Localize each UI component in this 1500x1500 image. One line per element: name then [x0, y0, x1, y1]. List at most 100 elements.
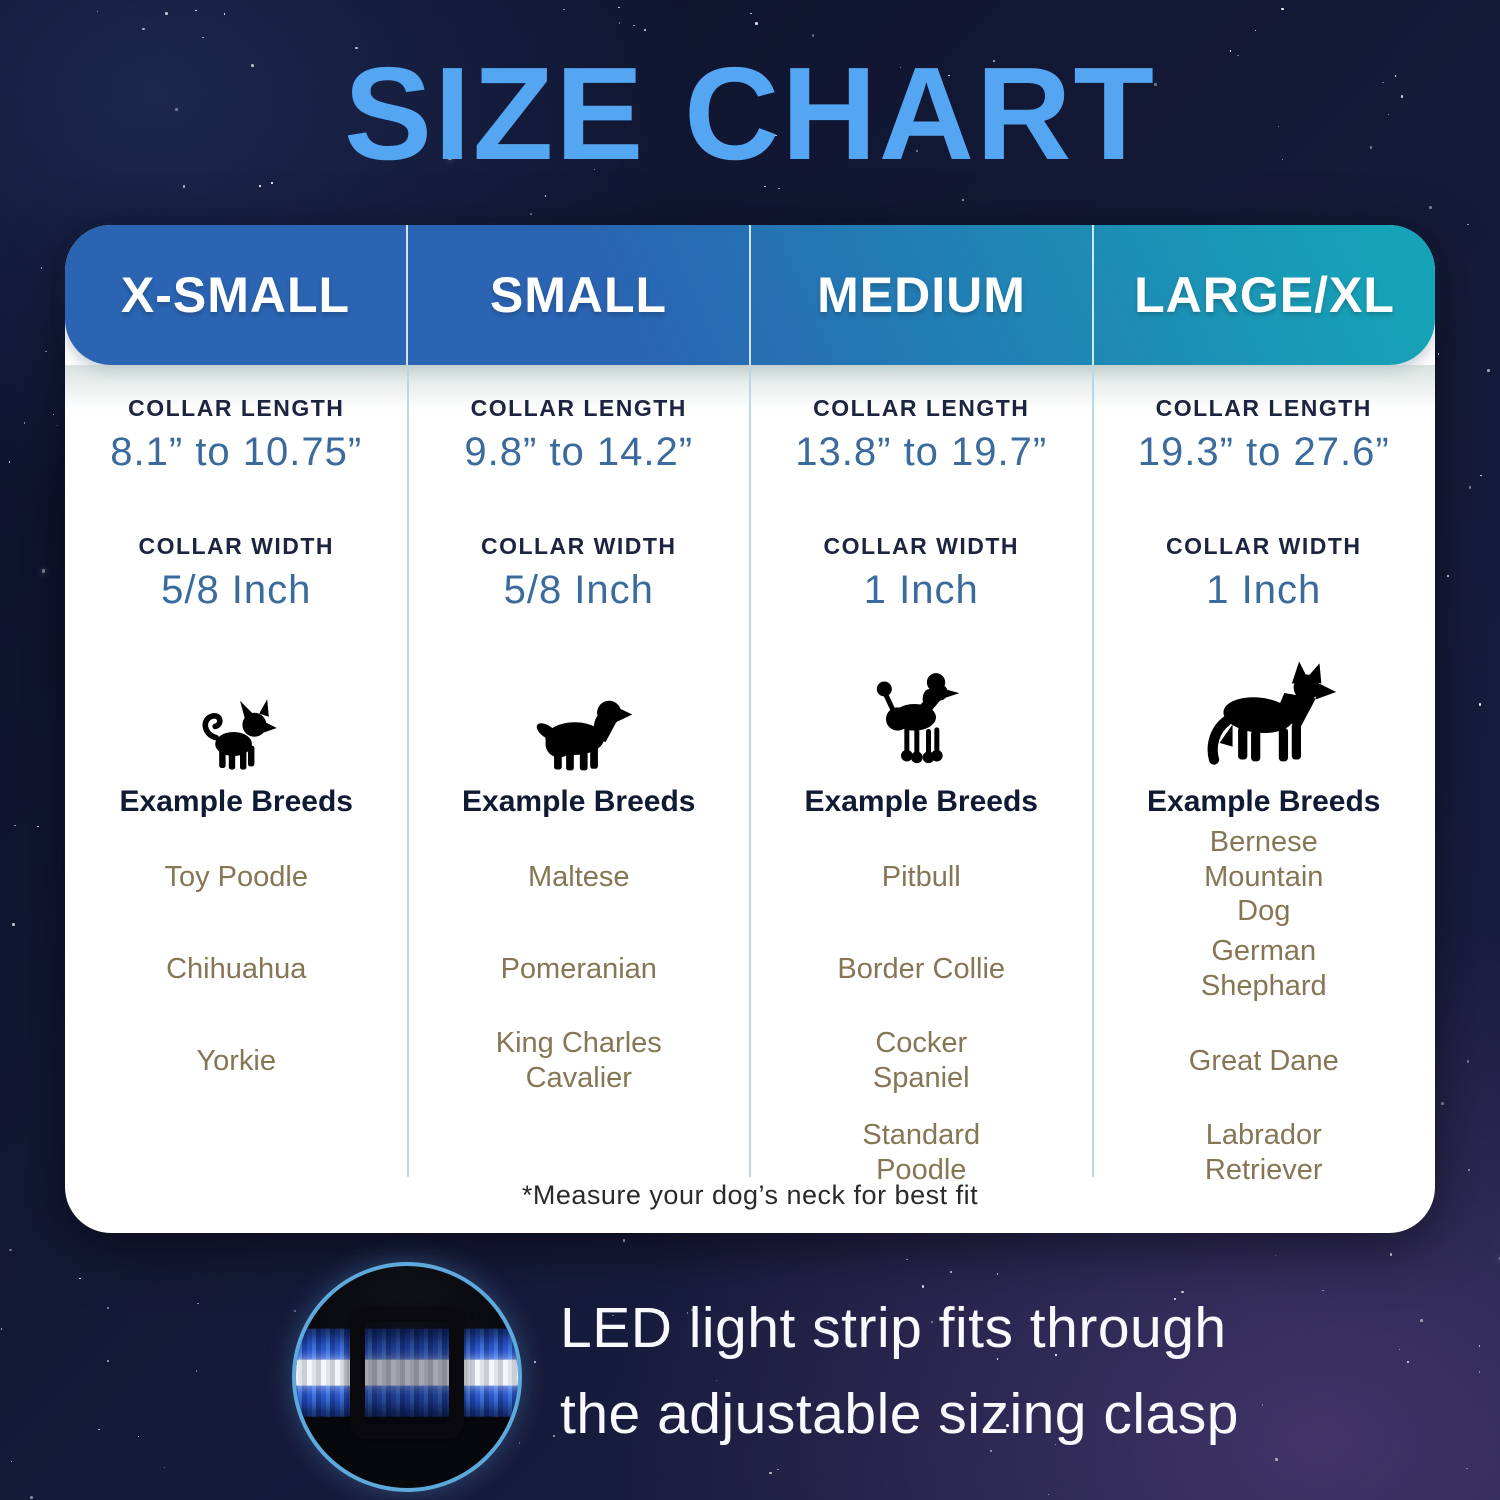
star — [811, 34, 815, 37]
collar-width-value: 5/8 Inch — [503, 568, 654, 612]
star — [52, 413, 55, 416]
collar-length-label: COLLAR LENGTH — [470, 395, 687, 421]
star — [1478, 703, 1482, 706]
star — [23, 422, 26, 424]
breeds-list: Bernese Mountain Dog German Shephard Gre… — [1178, 825, 1350, 1199]
star — [0, 1328, 3, 1330]
breed-item: German Shephard — [1200, 935, 1327, 1002]
size-columns: COLLAR LENGTH 8.1” to 10.75” COLLAR WIDT… — [65, 365, 1435, 1233]
breed-item: Pomeranian — [500, 952, 657, 985]
star — [1281, 7, 1284, 11]
star — [1478, 1371, 1481, 1373]
collar-length-label: COLLAR LENGTH — [128, 395, 345, 421]
star — [14, 824, 16, 827]
star — [750, 12, 752, 15]
star — [1467, 223, 1469, 226]
star — [137, 1435, 140, 1438]
collar-width-value: 1 Inch — [863, 568, 979, 612]
breeds-list: Pitbull Border Collie Cocker Spaniel Sta… — [835, 831, 1007, 1199]
star — [996, 1273, 999, 1275]
collar-width-value: 5/8 Inch — [161, 568, 312, 612]
breed-item: Bernese Mountain Dog — [1204, 825, 1324, 928]
star — [1420, 1319, 1423, 1322]
star — [294, 1310, 296, 1312]
clasp-photo — [292, 1262, 522, 1492]
star — [9, 1248, 12, 1252]
callout-line-1: LED light strip fits through — [560, 1296, 1227, 1360]
star — [755, 22, 758, 25]
star — [906, 1258, 908, 1261]
sizing-clasp — [350, 1307, 464, 1440]
collar-length-value: 9.8” to 14.2” — [464, 430, 694, 474]
column-x-small: COLLAR LENGTH 8.1” to 10.75” COLLAR WIDT… — [65, 365, 408, 1233]
star — [633, 24, 635, 27]
example-breeds-heading: Example Breeds — [462, 785, 696, 818]
star — [552, 1434, 556, 1438]
star — [1468, 486, 1472, 489]
callout-text: LED light strip fits through the adjusta… — [560, 1286, 1239, 1457]
star — [1261, 1404, 1264, 1406]
size-chart-card: X-SMALL SMALL MEDIUM LARGE/XL COLLAR LEN… — [65, 225, 1435, 1233]
chihuahua-icon — [192, 623, 280, 773]
collar-length-label: COLLAR LENGTH — [813, 395, 1030, 421]
star — [644, 29, 646, 31]
star — [1447, 575, 1449, 577]
star — [41, 569, 46, 573]
star — [1487, 369, 1490, 372]
star — [1389, 1253, 1393, 1256]
breeds-list: Toy Poodle Chihuahua Yorkie — [165, 831, 309, 1107]
star — [962, 199, 964, 201]
star — [96, 10, 99, 13]
column-divider — [749, 365, 751, 1177]
star — [107, 1307, 109, 1309]
poodle-icon — [871, 623, 971, 773]
star — [10, 1460, 13, 1463]
example-breeds-heading: Example Breeds — [1147, 785, 1381, 818]
callout-line-2: the adjustable sizing clasp — [560, 1381, 1239, 1446]
breed-item: Yorkie — [196, 1044, 277, 1077]
breed-item: Standard Poodle — [862, 1119, 981, 1186]
collar-length-value: 19.3” to 27.6” — [1137, 430, 1390, 474]
star — [618, 6, 620, 9]
cavalier-spaniel-icon — [523, 623, 635, 773]
breed-item: Toy Poodle — [164, 860, 309, 893]
collar-length-value: 13.8” to 19.7” — [795, 430, 1048, 474]
star — [1407, 1361, 1409, 1363]
example-breeds-heading: Example Breeds — [804, 785, 1038, 818]
column-medium: COLLAR LENGTH 13.8” to 19.7” COLLAR WIDT… — [750, 365, 1093, 1233]
column-small: COLLAR LENGTH 9.8” to 14.2” COLLAR WIDTH… — [408, 365, 751, 1233]
star — [1398, 1348, 1401, 1351]
star — [1437, 353, 1440, 355]
star — [1274, 1254, 1277, 1257]
star — [30, 1496, 33, 1499]
column-divider — [406, 365, 409, 1177]
collar-width-label: COLLAR WIDTH — [480, 533, 677, 559]
star — [1466, 1467, 1468, 1470]
example-breeds-heading: Example Breeds — [119, 785, 353, 818]
breed-item: Chihuahua — [166, 952, 307, 985]
star — [1429, 206, 1432, 209]
collar-length-label: COLLAR LENGTH — [1155, 395, 1372, 421]
star — [8, 461, 11, 463]
star — [1466, 1060, 1470, 1063]
collar-width-label: COLLAR WIDTH — [138, 533, 335, 559]
star — [1478, 1345, 1481, 1347]
star — [98, 1428, 100, 1431]
star — [142, 27, 145, 31]
star — [223, 13, 226, 15]
breed-item: Great Dane — [1188, 1044, 1339, 1077]
star — [563, 8, 565, 11]
star — [769, 1471, 772, 1475]
star — [1468, 1169, 1470, 1171]
collar-width-value: 1 Inch — [1206, 568, 1322, 612]
star — [1254, 29, 1257, 32]
star — [544, 195, 547, 197]
german-shepherd-icon — [1190, 623, 1338, 773]
star — [163, 1466, 166, 1469]
star — [1480, 474, 1482, 477]
collar-width-label: COLLAR WIDTH — [1165, 533, 1362, 559]
size-header-x-small: X-SMALL — [120, 267, 351, 323]
size-header-large-xl: LARGE/XL — [1092, 225, 1435, 365]
star — [56, 424, 59, 427]
star — [950, 1271, 952, 1273]
